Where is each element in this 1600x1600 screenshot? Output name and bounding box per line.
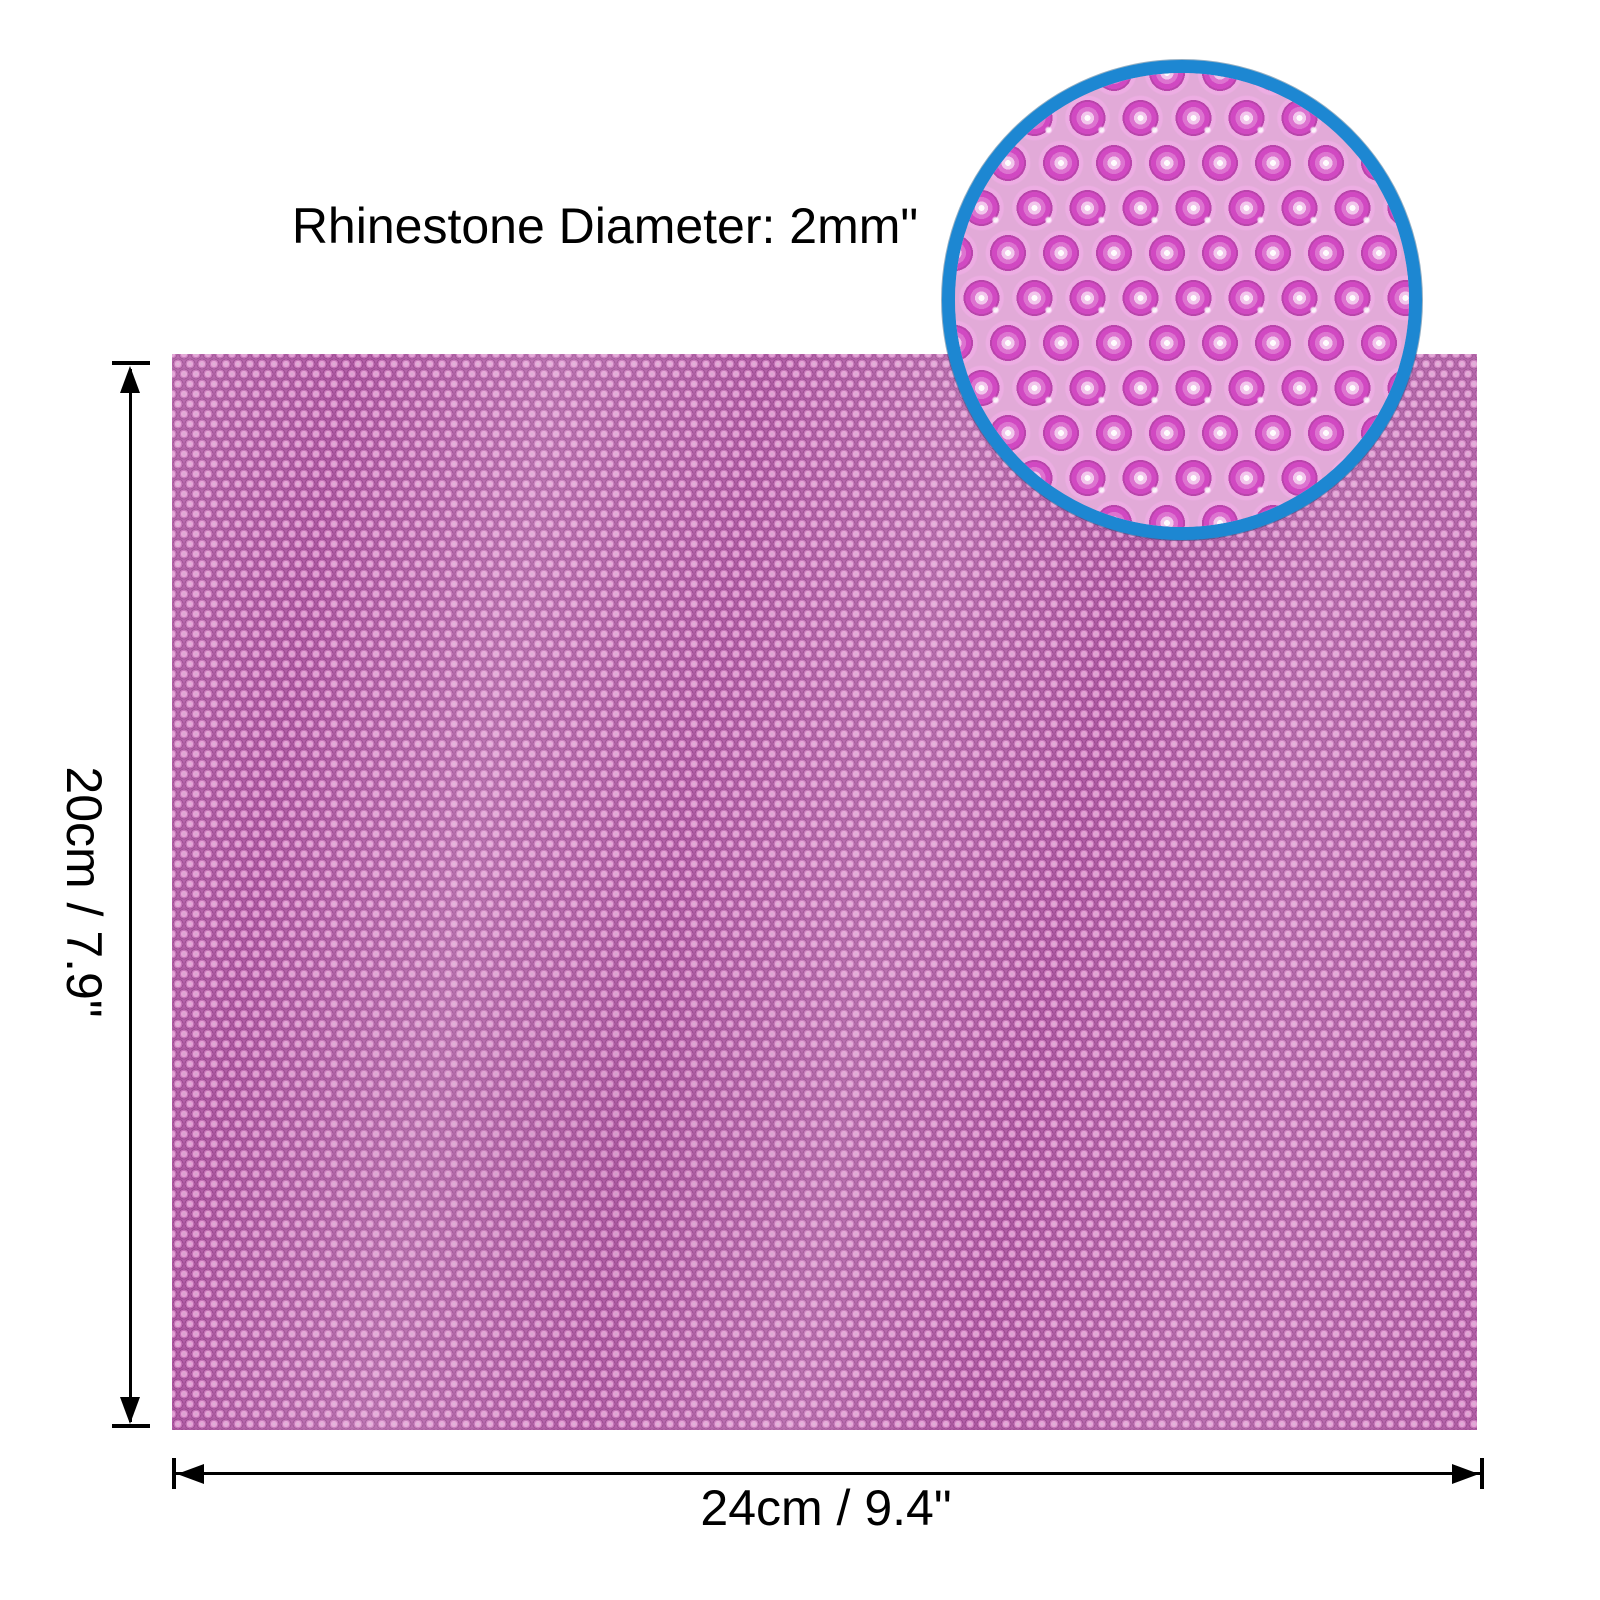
- width-dimension-label: 24cm / 9.4": [700, 1480, 952, 1536]
- height-dimension-label: 20cm / 7.9": [56, 766, 112, 1018]
- rhinestone-diameter-label: Rhinestone Diameter: 2mm": [291, 198, 919, 254]
- dimension-end-cap-right: [1480, 1458, 1484, 1489]
- magnified-rhinestones-texture: [955, 73, 1409, 527]
- right-arrowhead-icon: [1452, 1463, 1479, 1484]
- dimension-end-cap-bottom: [112, 1424, 150, 1428]
- vertical-dimension-line: [129, 369, 132, 1422]
- rhinestone-sheet-image: [172, 354, 1477, 1430]
- magnified-detail-circle: [942, 60, 1422, 540]
- horizontal-dimension-line: [176, 1472, 1480, 1475]
- down-arrowhead-icon: [120, 1397, 140, 1424]
- dimension-end-cap-left: [172, 1458, 176, 1489]
- dimension-end-cap-top: [112, 361, 150, 365]
